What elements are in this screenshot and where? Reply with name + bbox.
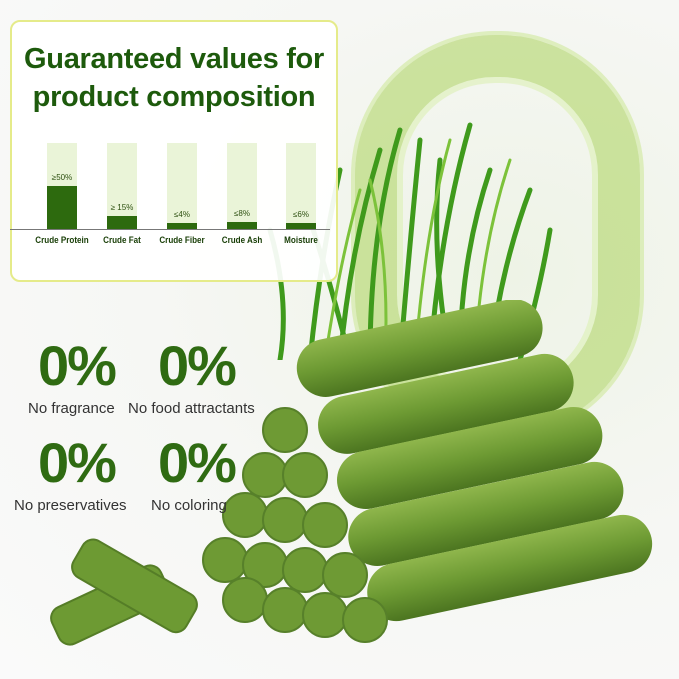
bar-value-label: ≥ 15%: [110, 203, 134, 213]
bar-background: [286, 143, 316, 229]
claim-label: No food attractants: [128, 400, 255, 417]
bar-background: [227, 143, 257, 229]
bar-background: [107, 143, 137, 229]
bar-value-label: ≤6%: [293, 210, 309, 219]
bar-moisture: [286, 223, 316, 229]
hay-sticks-image: [202, 300, 653, 643]
bar-crude-protein: [47, 186, 77, 229]
bar-crude-fat: [107, 216, 137, 229]
category-label: Crude Protein: [35, 235, 89, 246]
claim-label: No coloring: [151, 497, 227, 514]
bar-value-label: ≤4%: [174, 210, 190, 219]
small-hay-sticks-image: [50, 538, 198, 646]
claim-value: 0%: [38, 334, 117, 397]
claim-value: 0%: [158, 431, 237, 494]
bar-crude-fiber: [167, 223, 197, 229]
category-label: Moisture: [284, 235, 318, 246]
claim-label: No preservatives: [14, 497, 127, 514]
claim-value: 0%: [38, 431, 117, 494]
x-axis: [10, 229, 330, 230]
category-label: Crude Fiber: [159, 235, 205, 246]
category-label: Crude Ash: [221, 235, 263, 246]
claim-label: No fragrance: [28, 400, 115, 417]
bar-background: [167, 143, 197, 229]
bar-value-label: ≤8%: [234, 209, 250, 219]
category-label: Crude Fat: [103, 235, 141, 246]
panel-title: Guaranteed values for product composition: [24, 43, 324, 113]
bar-value-label: ≥50%: [51, 173, 73, 182]
bar-crude-ash: [227, 222, 257, 229]
claim-value: 0%: [158, 334, 237, 397]
